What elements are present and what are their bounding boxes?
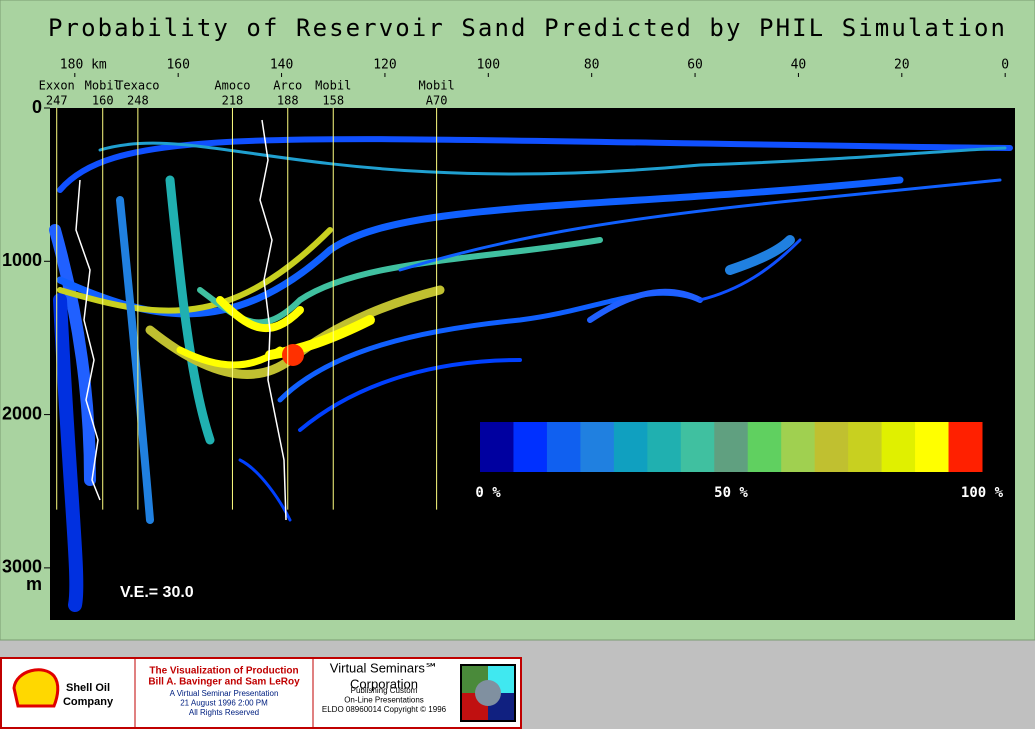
- well-name: Mobil: [419, 79, 455, 93]
- colorbar-segment: [781, 422, 816, 472]
- x-tick-label: 180 km: [60, 58, 107, 73]
- footer-line: All Rights Reserved: [189, 708, 259, 717]
- well-name: Exxon: [39, 79, 75, 93]
- sand-layer: [238, 458, 292, 522]
- sand-layer: [725, 235, 795, 275]
- colorbar-segment: [613, 422, 648, 472]
- well-log: [259, 119, 287, 521]
- x-tick-label: 160: [166, 58, 189, 73]
- sand-layer: [216, 296, 304, 332]
- colorbar-segment: [480, 422, 514, 472]
- x-tick-label: 100: [477, 58, 500, 73]
- annotation: V.E.= 30.0: [120, 584, 194, 601]
- y-tick-label: 2000: [2, 403, 42, 423]
- well-id: 248: [127, 94, 149, 108]
- sand-layer: [49, 224, 96, 486]
- publisher-line: Corporation: [350, 676, 418, 691]
- well-id: 158: [322, 94, 344, 108]
- sand-peak: [282, 344, 304, 366]
- footer-line: The Visualization of Production: [149, 666, 298, 677]
- well-name: Amoco: [214, 79, 250, 93]
- footer: Shell Oil Company The Visualization of Pr…: [0, 657, 522, 729]
- section-image: [49, 136, 1013, 612]
- sand-layer: [165, 175, 215, 445]
- footer-line: 21 August 1996 2:00 PM: [180, 699, 268, 708]
- publisher-line: On-Line Presentations: [344, 696, 424, 705]
- colorbar-segment: [881, 422, 916, 472]
- footer-line: Bill A. Bavinger and Sam LeRoy: [148, 677, 300, 688]
- y-tick-label: 1000: [2, 250, 42, 270]
- colorbar-segment: [814, 422, 849, 472]
- x-tick-label: 0: [1001, 58, 1009, 73]
- sand-layer: [57, 227, 333, 314]
- publisher-line: Virtual Seminars℠: [330, 660, 438, 675]
- y-axis-label: m: [26, 574, 42, 594]
- x-tick-label: 20: [894, 58, 910, 73]
- colorbar-segment: [580, 422, 615, 472]
- x-tick-label: 60: [687, 58, 703, 73]
- sand-layer: [53, 293, 84, 612]
- well-log: [75, 179, 101, 501]
- well-id: 160: [92, 94, 114, 108]
- x-tick-label: 140: [270, 58, 293, 73]
- globe: [475, 680, 501, 706]
- publisher-line: ELDO 08960014 Copyright © 1996: [322, 705, 447, 714]
- colorbar-segment: [680, 422, 715, 472]
- colorbar-segment: [747, 422, 782, 472]
- company: Shell Oil Company: [63, 682, 114, 708]
- well-name: Mobil: [85, 79, 121, 93]
- colorbar-segment: [948, 422, 983, 472]
- x-tick-label: 80: [584, 58, 600, 73]
- footer-box: [0, 657, 522, 729]
- colorbar-segment: [513, 422, 548, 472]
- sand-layer: [98, 141, 1007, 176]
- x-tick-label: 120: [373, 58, 396, 73]
- sand-layer: [116, 196, 154, 524]
- sand-layer: [57, 136, 1013, 193]
- well-logs: [75, 119, 287, 521]
- colorbar-segment: [848, 422, 883, 472]
- well-id: 247: [46, 94, 68, 108]
- sand-layer: [265, 315, 375, 360]
- shell-logo: [12, 668, 60, 708]
- well-id: A70: [426, 94, 448, 108]
- publisher-line: Publishing Custom: [351, 686, 418, 695]
- well-name: Arco: [273, 79, 302, 93]
- well-id: 188: [277, 94, 299, 108]
- colorbar-label: 0 %: [475, 485, 501, 501]
- well-name: Mobil: [315, 79, 351, 93]
- colorbar: 0 % 50 % 100 %: [475, 422, 1004, 501]
- sand-layer: [587, 288, 703, 323]
- colorbar-segment: [714, 422, 749, 472]
- y-tick-label: 0: [32, 97, 42, 117]
- y-tick-label: 3000: [2, 557, 42, 577]
- colorbar-label: 100 %: [961, 485, 1004, 501]
- well-name: Texaco: [116, 79, 159, 93]
- colorbar-segment: [647, 422, 682, 472]
- x-tick-label: 40: [791, 58, 807, 73]
- footer-line: A Virtual Seminar Presentation: [170, 689, 279, 698]
- sand-layer: [298, 358, 522, 432]
- sand-layer: [398, 178, 1002, 272]
- colorbar-segment: [915, 422, 950, 472]
- colorbar-segment: [546, 422, 581, 472]
- sand-layer: [698, 238, 802, 302]
- colorbar-label: 50 %: [714, 485, 748, 501]
- well-id: 218: [222, 94, 244, 108]
